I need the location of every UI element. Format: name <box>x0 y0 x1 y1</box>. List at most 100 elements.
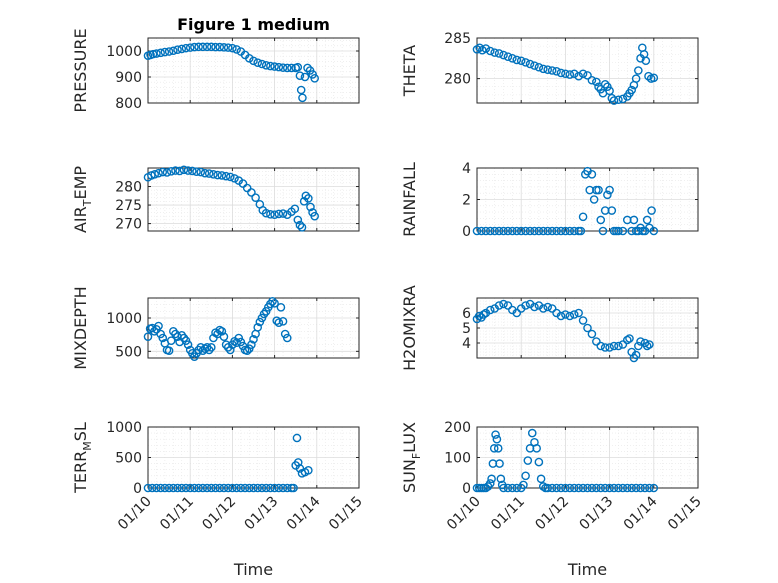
data-point <box>206 42 216 52</box>
data-point <box>154 321 163 331</box>
data-point <box>592 483 601 493</box>
y-tick-label: 280 <box>115 180 142 196</box>
y-axis-label: MIXDEPTH <box>71 286 90 369</box>
data-point <box>556 226 566 236</box>
data-point <box>152 483 161 493</box>
data-point <box>223 483 233 493</box>
data-point <box>164 483 174 493</box>
data-point <box>143 483 153 493</box>
data-point <box>569 310 579 319</box>
y-tick-label: 2 <box>462 193 471 209</box>
data-point <box>521 58 530 67</box>
data-point <box>147 483 157 493</box>
data-point <box>530 61 539 70</box>
data-point <box>296 85 306 95</box>
data-point <box>499 226 508 236</box>
data-point <box>569 69 579 79</box>
data-point <box>494 49 504 58</box>
data-point <box>481 44 491 53</box>
y-tick-label: 500 <box>115 344 142 360</box>
axes-h2omixra: 456 H2OMIXRA <box>400 285 699 371</box>
data-point <box>634 66 643 75</box>
data-point <box>143 332 153 341</box>
data-point <box>310 74 319 83</box>
data-point <box>647 206 656 215</box>
plot-area-pressure <box>147 37 360 104</box>
data-point <box>492 434 502 444</box>
y-tick-label: 500 <box>115 451 142 467</box>
data-point <box>217 327 227 336</box>
data-point <box>211 42 220 52</box>
data-point <box>539 64 548 74</box>
data-point <box>530 226 539 236</box>
data-point <box>587 329 597 339</box>
data-point <box>640 483 650 493</box>
data-point <box>499 299 508 309</box>
data-point <box>164 47 174 56</box>
data-point <box>512 55 522 65</box>
y-axis-label: H2OMIXRA <box>400 285 419 371</box>
data-point <box>183 166 193 175</box>
data-point <box>598 226 608 236</box>
data-point <box>204 169 214 178</box>
data-point <box>282 63 292 73</box>
data-point <box>645 340 654 349</box>
data-point <box>236 483 246 493</box>
data-point <box>547 483 557 493</box>
data-point <box>605 86 614 96</box>
data-point <box>217 171 227 180</box>
data-point <box>607 206 617 215</box>
data-point <box>293 215 303 225</box>
y-axis-label: RAINFALL <box>400 162 419 237</box>
data-point <box>303 63 312 73</box>
series-sunflux <box>472 428 659 493</box>
data-point <box>649 483 659 493</box>
data-point <box>183 340 193 349</box>
data-point <box>282 483 292 493</box>
data-point <box>642 341 652 351</box>
data-point <box>278 317 288 326</box>
axes-frame-airtemp <box>147 167 360 232</box>
data-point <box>175 166 184 176</box>
data-point <box>192 167 201 177</box>
data-point <box>289 483 298 493</box>
data-point <box>543 65 553 74</box>
data-point <box>247 188 256 197</box>
data-point <box>160 47 170 57</box>
data-point <box>166 167 176 176</box>
data-point <box>495 459 504 468</box>
data-point <box>152 49 161 58</box>
data-point <box>270 483 279 493</box>
data-point <box>485 46 495 56</box>
data-point <box>215 42 225 52</box>
data-point <box>261 208 271 218</box>
data-point <box>211 483 220 493</box>
data-point <box>649 73 659 83</box>
series-pressure <box>143 42 319 103</box>
data-point <box>600 343 610 352</box>
data-point <box>596 483 606 493</box>
data-point <box>249 56 258 66</box>
y-tick-label: 200 <box>444 420 471 436</box>
y-tick-label: 0 <box>462 224 471 240</box>
y-tick-label: 6 <box>462 306 471 322</box>
data-point <box>556 311 566 321</box>
data-point <box>519 480 528 490</box>
data-point <box>516 56 526 66</box>
y-tick-label: 100 <box>444 451 471 467</box>
data-point <box>261 61 271 70</box>
data-point <box>202 42 212 52</box>
y-tick-label: 4 <box>462 161 471 177</box>
data-point <box>300 72 310 82</box>
data-point <box>150 169 160 179</box>
data-point <box>491 430 500 439</box>
data-point <box>472 226 482 236</box>
data-point <box>622 483 632 493</box>
data-point <box>596 341 606 351</box>
data-point <box>270 299 279 308</box>
data-point <box>274 62 284 72</box>
data-point <box>190 483 199 493</box>
data-point <box>594 185 603 195</box>
data-point <box>198 42 208 52</box>
data-point <box>543 302 553 312</box>
